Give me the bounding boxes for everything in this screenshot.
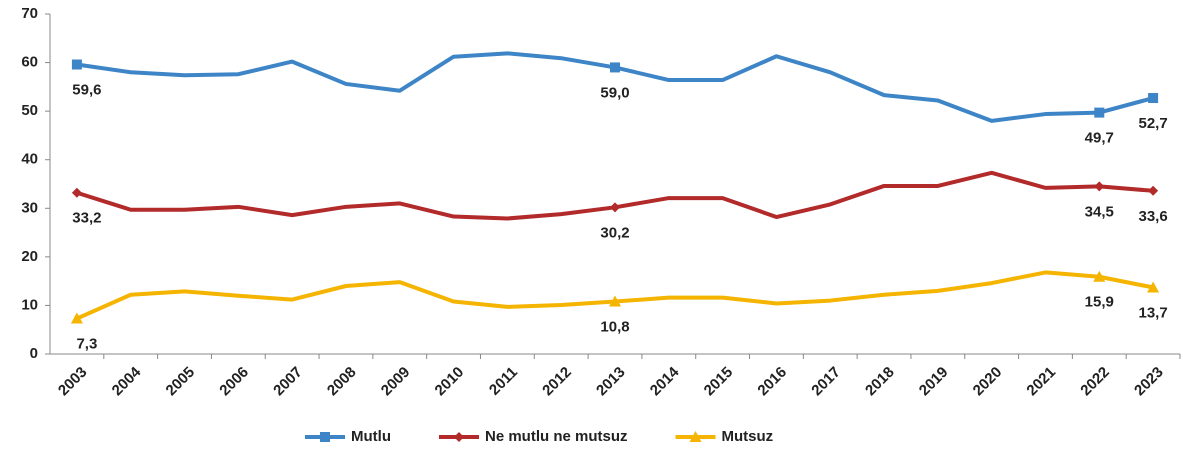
data-label: 15,9: [1085, 294, 1114, 311]
x-tick-label: 2014: [647, 363, 683, 399]
data-label: 7,3: [76, 336, 97, 353]
x-tick-label: 2003: [55, 364, 91, 400]
x-tick-label: 2009: [378, 364, 414, 400]
x-tick-label: 2023: [1131, 364, 1167, 400]
legend-marker: [689, 431, 702, 442]
data-point: [71, 187, 82, 198]
y-tick-label: 10: [21, 296, 38, 313]
legend-marker: [320, 432, 330, 442]
legend-label: Ne mutlu ne mutsuz: [485, 428, 628, 445]
data-label: 10,8: [600, 319, 629, 336]
data-point: [1147, 281, 1160, 293]
x-tick-label: 2006: [216, 364, 252, 400]
y-tick-label: 70: [21, 5, 38, 22]
x-tick-label: 2010: [432, 364, 468, 400]
x-tick-label: 2018: [862, 364, 898, 400]
data-label: 30,2: [600, 224, 629, 241]
x-tick-label: 2020: [970, 364, 1006, 400]
y-tick-label: 60: [21, 54, 38, 71]
x-tick-label: 2005: [163, 364, 199, 400]
series-line: [76, 270, 1154, 321]
y-tick-label: 30: [21, 199, 38, 216]
x-tick-label: 2019: [916, 364, 952, 400]
data-point: [1094, 107, 1105, 118]
data-point: [1094, 181, 1105, 192]
x-tick-label: 2008: [324, 364, 360, 400]
y-tick-label: 50: [21, 102, 38, 119]
data-label: 49,7: [1085, 130, 1114, 147]
y-tick-label: 20: [21, 248, 38, 265]
data-label: 13,7: [1138, 304, 1167, 321]
data-label: 33,6: [1138, 208, 1167, 225]
data-point: [609, 295, 621, 307]
legend-label: Mutlu: [351, 428, 391, 445]
data-point: [1148, 93, 1159, 104]
x-tick-label: 2017: [808, 364, 844, 400]
x-tick-label: 2022: [1077, 364, 1113, 400]
x-tick-label: 2012: [539, 364, 575, 400]
data-point: [610, 62, 620, 73]
x-tick-label: 2007: [270, 364, 306, 400]
data-point: [70, 312, 83, 324]
x-tick-label: 2021: [1023, 364, 1059, 400]
y-tick-label: 40: [21, 151, 38, 168]
y-tick-label: 0: [30, 345, 38, 362]
x-tick-label: 2004: [109, 363, 145, 399]
data-label: 52,7: [1138, 115, 1167, 132]
data-label: 59,6: [72, 81, 101, 98]
data-point: [1093, 270, 1106, 282]
x-tick-label: 2013: [593, 364, 629, 400]
legend-label: Mutsuz: [722, 428, 774, 445]
data-label: 33,2: [72, 210, 101, 227]
legend-marker: [453, 432, 464, 442]
x-tick-label: 2015: [701, 364, 737, 400]
data-label: 34,5: [1085, 203, 1114, 220]
data-point: [610, 202, 620, 213]
x-tick-label: 2016: [754, 364, 790, 400]
data-point: [71, 59, 82, 70]
data-point: [1148, 185, 1159, 196]
x-tick-label: 2011: [486, 364, 521, 399]
data-label: 59,0: [600, 84, 629, 101]
